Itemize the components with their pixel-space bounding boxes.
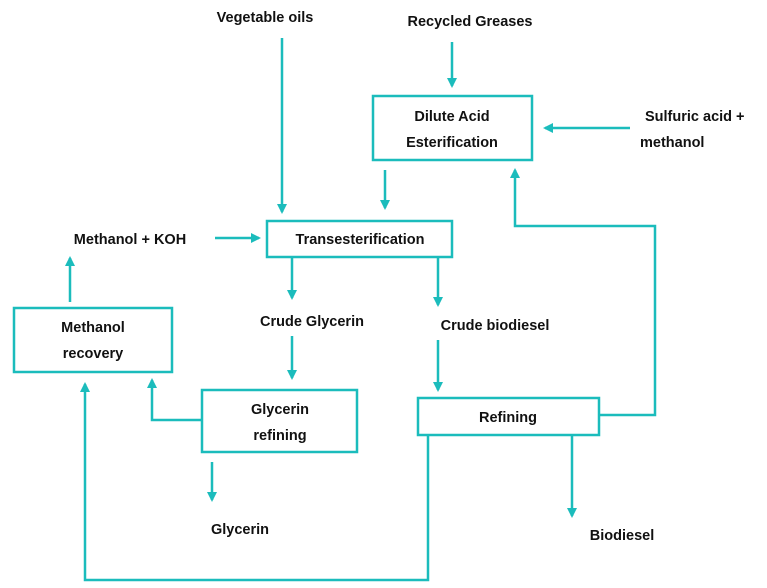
box bbox=[265, 219, 454, 259]
node-label: Crude biodiesel bbox=[441, 318, 550, 334]
arrow bbox=[147, 378, 202, 422]
box bbox=[200, 388, 359, 454]
node-label: Biodiesel bbox=[590, 528, 654, 544]
node-label: Refining bbox=[479, 410, 537, 426]
node-label: refining bbox=[253, 428, 306, 444]
node-label: Glycerin bbox=[211, 522, 269, 538]
node-label: methanol bbox=[640, 135, 704, 151]
box bbox=[371, 94, 534, 162]
node-label: Esterification bbox=[406, 135, 498, 151]
arrow bbox=[510, 168, 657, 417]
node-label: Methanol bbox=[61, 320, 125, 336]
arrows bbox=[65, 38, 657, 582]
box bbox=[12, 306, 174, 374]
node-label: Sulfuric acid + bbox=[645, 109, 745, 125]
arrow bbox=[80, 382, 430, 582]
box bbox=[416, 396, 601, 437]
node-label: Glycerin bbox=[251, 402, 309, 418]
node-label: Dilute Acid bbox=[414, 109, 489, 125]
node-label: Recycled Greases bbox=[408, 14, 533, 30]
node-label: Vegetable oils bbox=[217, 10, 314, 26]
node-label: recovery bbox=[63, 346, 123, 362]
node-label: Transesterification bbox=[296, 232, 425, 248]
node-label: Crude Glycerin bbox=[260, 314, 364, 330]
node-label: Methanol + KOH bbox=[74, 232, 186, 248]
